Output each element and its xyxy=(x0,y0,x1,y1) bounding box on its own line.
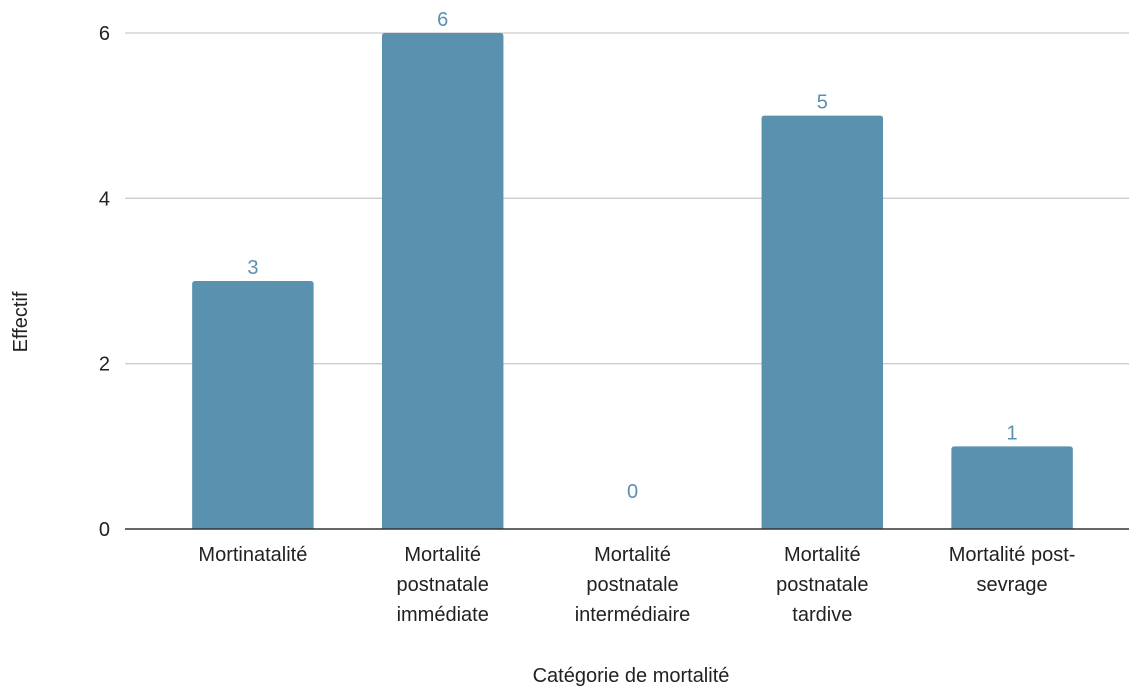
bar xyxy=(761,115,884,530)
y-tick-label: 0 xyxy=(99,519,110,541)
x-tick-label: Mortalité xyxy=(594,544,671,566)
x-tick-label: sevrage xyxy=(977,574,1048,596)
data-label: 5 xyxy=(817,92,828,114)
y-tick-label: 2 xyxy=(99,354,110,376)
x-axis-title: Catégorie de mortalité xyxy=(533,665,730,687)
labels: 0 2 4 6 3 Mortinatalité 6 Mortalité postnatale im… xyxy=(99,9,1076,626)
x-tick-label: postnatale xyxy=(586,574,678,596)
x-tick-label: tardive xyxy=(792,604,852,626)
x-tick-label: intermédiaire xyxy=(575,604,691,626)
data-label: 1 xyxy=(1007,422,1018,444)
bar xyxy=(381,33,504,529)
data-label: 0 xyxy=(627,481,638,503)
x-tick-label: Mortalité xyxy=(784,544,861,566)
bars xyxy=(192,33,1073,530)
x-tick-label: postnatale xyxy=(776,574,868,596)
x-tick-label: immédiate xyxy=(397,604,489,626)
x-tick-label: Mortalité xyxy=(404,544,481,566)
y-axis-title: Effectif xyxy=(10,291,32,352)
x-tick-label: postnatale xyxy=(397,574,489,596)
data-label: 6 xyxy=(437,9,448,31)
x-tick-label: Mortinatalité xyxy=(198,544,307,566)
x-tick-label: Mortalité post- xyxy=(949,544,1076,566)
data-label: 3 xyxy=(247,257,258,279)
y-tick-label: 4 xyxy=(99,188,110,210)
y-tick-label: 6 xyxy=(99,23,110,45)
bar xyxy=(951,446,1073,529)
bar xyxy=(192,281,314,529)
